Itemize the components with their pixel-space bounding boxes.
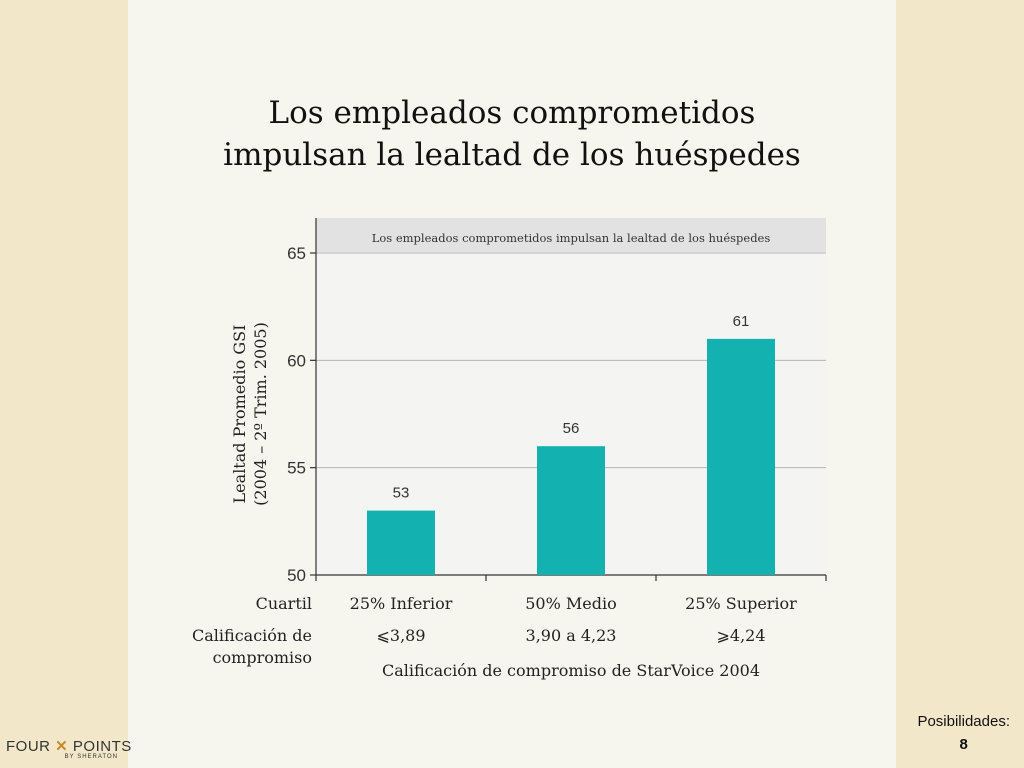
y-axis-title-line-1: Lealtad Promedio GSI <box>230 325 249 504</box>
y-tick-label: 50 <box>287 566 306 585</box>
page-label: Posibilidades: <box>917 713 1010 730</box>
category-label: 25% Superior <box>685 594 797 613</box>
y-tick-label: 65 <box>287 244 306 263</box>
title-line-2: impulsan la lealtad de los huéspedes <box>223 137 801 173</box>
bar <box>367 510 435 575</box>
row-label-cuartil: Cuartil <box>256 594 312 613</box>
bar <box>707 338 775 575</box>
bar <box>537 446 605 575</box>
bar-value-label: 53 <box>393 485 410 502</box>
score-label: 3,90 a 4,23 <box>526 626 617 645</box>
four-points-logo: FOUR ✕ POINTS BY SHERATON <box>6 737 131 760</box>
score-label: ⩾4,24 <box>716 626 765 645</box>
y-tick-label: 55 <box>287 459 306 478</box>
bar-value-label: 56 <box>563 420 580 437</box>
page-number: 8 <box>959 736 968 753</box>
category-label: 50% Medio <box>525 594 617 613</box>
chart-header-band <box>316 218 826 252</box>
y-axis-title-line-2: (2004 – 2º Trim. 2005) <box>251 322 270 506</box>
y-tick-label: 60 <box>287 351 306 370</box>
slide-title: Los empleados comprometidos impulsan la … <box>128 92 896 176</box>
x-axis-title: Calificación de compromiso de StarVoice … <box>382 661 760 680</box>
row-label-calificacion: Calificación de <box>192 626 312 645</box>
logo-x-icon: ✕ <box>55 738 69 755</box>
logo-subtitle: BY SHERATON <box>64 754 118 760</box>
category-label: 25% Inferior <box>350 594 453 613</box>
title-line-1: Los empleados comprometidos <box>268 95 756 131</box>
bar-value-label: 61 <box>733 313 750 330</box>
row-label-compromiso: compromiso <box>213 648 312 667</box>
score-label: ⩽3,89 <box>376 626 425 645</box>
chart-title: Los empleados comprometidos impulsan la … <box>372 231 771 245</box>
page-indicator: Posibilidades: 8 <box>917 713 1010 753</box>
logo-text-four: FOUR <box>6 738 51 755</box>
logo-text-points: POINTS <box>72 738 132 755</box>
